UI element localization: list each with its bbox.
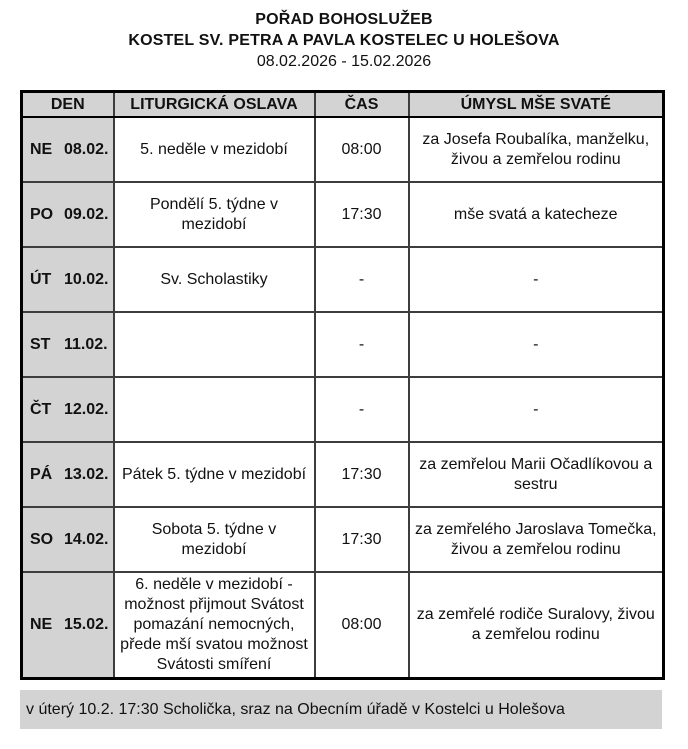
day-date: 08.02. [64, 140, 109, 158]
day-abbr: ČT [30, 400, 52, 418]
day-abbr: PÁ [30, 465, 53, 483]
table-row: SO 14.02. Sobota 5. týdne v mezidobí 17:3… [20, 506, 665, 573]
day-cell: NE 15.02. [20, 571, 115, 680]
time-cell: 17:30 [313, 181, 410, 248]
day-abbr: SO [30, 530, 54, 548]
celebration-cell: Sv. Scholastiky [112, 246, 316, 313]
day-abbr: ST [30, 335, 51, 353]
intention-cell: mše svatá a katecheze [407, 181, 665, 248]
celebration-cell: Pondělí 5. týdne v mezidobí [112, 181, 316, 248]
page-header: POŘAD BOHOSLUŽEB KOSTEL SV. PETRA A PAVL… [0, 0, 688, 73]
day-cell: SO 14.02. [20, 506, 115, 573]
celebration-cell: Sobota 5. týdne v mezidobí [112, 506, 316, 573]
day-abbr: NE [30, 140, 53, 158]
col-header-time: ČAS [313, 90, 410, 118]
celebration-cell [112, 311, 316, 378]
time-cell: 17:30 [313, 441, 410, 508]
schedule-table: DEN LITURGICKÁ OSLAVA ČAS ÚMYSL MŠE SVAT… [20, 90, 665, 680]
day-cell: ČT 12.02. [20, 376, 115, 443]
time-cell: 17:30 [313, 506, 410, 573]
table-row: NE 15.02. 6. neděle v mezidobí - možnost … [20, 571, 665, 680]
col-header-intention: ÚMYSL MŠE SVATÉ [407, 90, 665, 118]
day-date: 10.02. [64, 270, 109, 288]
time-cell: - [313, 311, 410, 378]
intention-cell: za zemřelého Jaroslava Tomečka, živou a … [407, 506, 665, 573]
intention-cell: za zemřelé rodiče Suralovy, živou a zemř… [407, 571, 665, 680]
col-header-celebration: LITURGICKÁ OSLAVA [112, 90, 316, 118]
footer-note-text: v úterý 10.2. 17:30 Scholička, sraz na O… [26, 700, 565, 718]
day-date: 11.02. [64, 335, 108, 353]
day-cell: NE 08.02. [20, 116, 115, 183]
day-cell: ÚT 10.02. [20, 246, 115, 313]
intention-cell: - [407, 376, 665, 443]
celebration-cell [112, 376, 316, 443]
table-header-row: DEN LITURGICKÁ OSLAVA ČAS ÚMYSL MŠE SVAT… [20, 90, 665, 118]
day-date: 15.02. [64, 616, 109, 633]
time-cell: - [313, 376, 410, 443]
church-title: KOSTEL SV. PETRA A PAVLA KOSTELEC U HOLE… [128, 32, 560, 49]
intention-cell: za zemřelou Marii Očadlíkovou a sestru [407, 441, 665, 508]
intention-cell: za Josefa Roubalíka, manželku, živou a z… [407, 116, 665, 183]
day-abbr: ÚT [30, 270, 52, 288]
time-cell: 08:00 [313, 116, 410, 183]
intention-cell: - [407, 246, 665, 313]
table-row: ÚT 10.02. Sv. Scholastiky - - [20, 246, 665, 313]
time-cell: 08:00 [313, 571, 410, 680]
table-row: PO 09.02. Pondělí 5. týdne v mezidobí 17:… [20, 181, 665, 248]
day-date: 09.02. [64, 205, 109, 223]
celebration-cell: 6. neděle v mezidobí - možnost přijmout … [112, 571, 316, 680]
time-cell: - [313, 246, 410, 313]
table-row: PÁ 13.02. Pátek 5. týdne v mezidobí 17:30… [20, 441, 665, 508]
day-abbr: PO [30, 205, 54, 223]
celebration-cell: Pátek 5. týdne v mezidobí [112, 441, 316, 508]
day-cell: ST 11.02. [20, 311, 115, 378]
day-abbr: NE [30, 616, 53, 633]
day-cell: PO 09.02. [20, 181, 115, 248]
date-range: 08.02.2026 - 15.02.2026 [256, 53, 432, 70]
day-cell: PÁ 13.02. [20, 441, 115, 508]
page-title: POŘAD BOHOSLUŽEB [255, 11, 433, 28]
table-row: ST 11.02. - - [20, 311, 665, 378]
table-row: NE 08.02. 5. neděle v mezidobí 08:00 za J… [20, 116, 665, 183]
day-date: 12.02. [64, 400, 109, 418]
intention-cell: - [407, 311, 665, 378]
day-date: 14.02. [64, 530, 109, 548]
table-row: ČT 12.02. - - [20, 376, 665, 443]
day-date: 13.02. [64, 465, 109, 483]
celebration-cell: 5. neděle v mezidobí [112, 116, 316, 183]
footer-note-bar: v úterý 10.2. 17:30 Scholička, sraz na O… [20, 690, 662, 729]
col-header-day: DEN [20, 90, 115, 118]
